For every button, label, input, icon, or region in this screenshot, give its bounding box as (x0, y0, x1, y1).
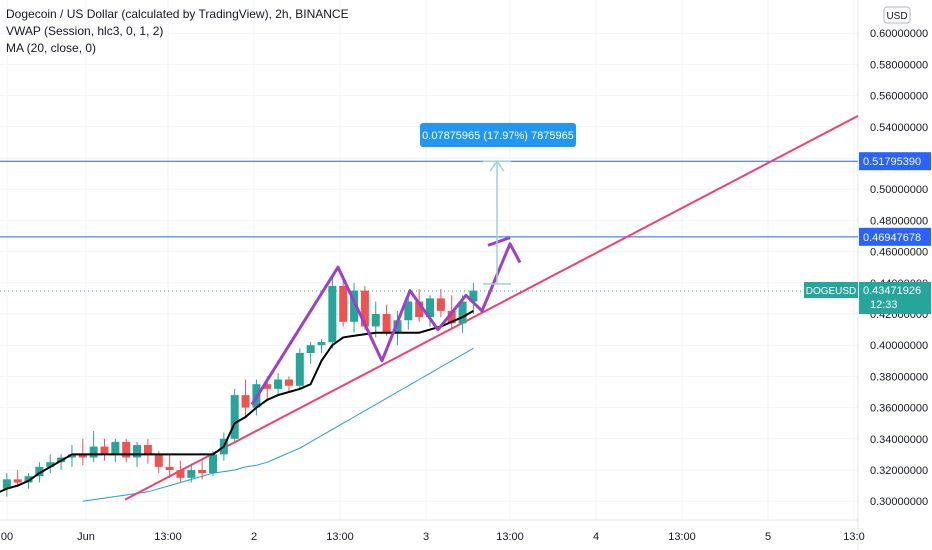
symbol-tag (804, 282, 858, 298)
candle-body (198, 470, 207, 474)
y-tick-label: 0.50000000 (870, 184, 928, 196)
legend-ma: MA (20, close, 0) (6, 41, 97, 55)
currency-badge (883, 6, 911, 24)
chart-legend: Dogecoin / US Dollar (calculated by Trad… (6, 6, 349, 57)
candle-body (35, 466, 44, 477)
x-tick-label: 13:0 (843, 531, 864, 543)
y-tick-label: 0.58000000 (870, 59, 928, 71)
price-level-label: 0.46947678 (863, 232, 921, 244)
x-tick-label: 00 (1, 531, 13, 543)
candle-body (154, 454, 163, 467)
candle-body (111, 441, 120, 455)
pattern-arrowhead (487, 236, 511, 247)
currency-label: USD (886, 11, 907, 22)
candle-body (328, 285, 337, 343)
countdown-label: 12:33 (870, 299, 898, 311)
candle-body (274, 379, 283, 389)
candle-body (436, 298, 445, 311)
candle-body (209, 454, 217, 474)
candle-body (2, 479, 11, 489)
candle-body (350, 290, 359, 322)
candle-body (263, 384, 272, 389)
candle-body (393, 320, 402, 333)
candle-body (382, 314, 391, 333)
candle-body (13, 479, 22, 483)
candle-body (176, 470, 185, 478)
current-price-label: 0.43471926 (863, 285, 921, 297)
candle-body (187, 470, 196, 478)
candle-body (143, 445, 152, 455)
current-price-tag (859, 282, 931, 314)
y-tick-label: 0.38000000 (870, 371, 928, 383)
candle-body (415, 301, 424, 318)
price-level-tag (859, 227, 931, 246)
candle-body (469, 290, 478, 302)
y-tick-label: 0.30000000 (870, 496, 928, 508)
x-tick-label: 13:00 (154, 531, 182, 543)
legend-vwap: VWAP (Session, hlc3, 0, 1, 2) (6, 24, 164, 38)
candle-body (306, 345, 315, 353)
price-level-label: 0.51795390 (863, 156, 921, 168)
candle-body (133, 445, 142, 458)
candle-body (46, 462, 55, 467)
x-tick-label: Jun (77, 531, 95, 543)
measure-label: 0.07875965 (17.97%) 7875965 (422, 130, 574, 142)
y-tick-label: 0.40000000 (870, 340, 928, 352)
candle-body (89, 446, 98, 458)
measure-arrow (489, 159, 505, 172)
symbol-label: DOGEUSD (806, 286, 857, 297)
x-tick-label: 4 (593, 531, 599, 543)
y-tick-label: 0.32000000 (870, 465, 928, 477)
candle-body (426, 298, 434, 318)
candle-body (24, 476, 33, 483)
ma-line (82, 347, 474, 502)
y-tick-label: 0.34000000 (870, 434, 928, 446)
candle-body (458, 301, 467, 324)
x-tick-label: 3 (423, 531, 429, 543)
x-tick-label: 2 (251, 531, 257, 543)
candle-body (100, 446, 109, 455)
x-tick-label: 13:00 (326, 531, 354, 543)
candle-body (67, 454, 76, 458)
trendline (124, 114, 859, 501)
candle-body (165, 466, 174, 470)
candle-body (339, 285, 348, 322)
price-level-tag (859, 152, 931, 171)
y-tick-label: 0.54000000 (870, 122, 928, 134)
candle-body (404, 301, 413, 321)
x-tick-label: 13:00 (496, 531, 524, 543)
candle-body (122, 441, 131, 458)
candle-body (317, 342, 326, 346)
candle-body (78, 454, 87, 458)
y-tick-label: 0.56000000 (870, 91, 928, 103)
candle-body (284, 379, 293, 386)
x-tick-label: 13:00 (668, 531, 696, 543)
y-tick-label: 0.60000000 (870, 28, 928, 40)
candle-body (447, 310, 456, 324)
measure-label-box (420, 123, 576, 147)
candle-body (230, 395, 239, 439)
y-tick-label: 0.36000000 (870, 403, 928, 415)
x-tick-label: 5 (765, 531, 771, 543)
legend-symbol: Dogecoin / US Dollar (calculated by Trad… (6, 7, 349, 21)
pattern-path (250, 242, 522, 406)
y-tick-label: 0.46000000 (870, 247, 928, 259)
candle-body (371, 314, 380, 327)
y-tick-label: 0.48000000 (870, 215, 928, 227)
candle-body (295, 353, 304, 386)
candle-body (241, 395, 250, 408)
candle-body (360, 290, 369, 327)
